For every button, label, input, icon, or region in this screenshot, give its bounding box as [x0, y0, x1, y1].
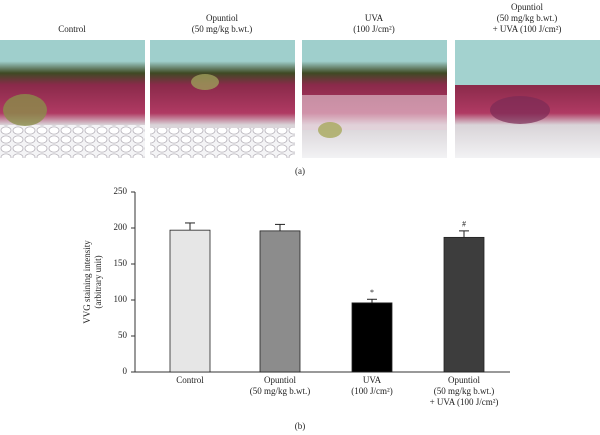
x-tick-label: Opuntiol — [264, 375, 297, 385]
x-tick-label: UVA — [363, 375, 382, 385]
panel-title: + UVA (100 J/cm²) — [493, 24, 562, 34]
y-tick-label: 200 — [114, 222, 128, 232]
x-tick-label: Opuntiol — [448, 375, 481, 385]
x-tick-label: (100 J/cm²) — [351, 386, 392, 396]
panel-title: (50 mg/kg b.wt.) — [497, 13, 558, 23]
panel-title: Opuntiol — [206, 13, 239, 23]
x-tick-label: (50 mg/kg b.wt.) — [250, 386, 311, 396]
micrograph — [302, 40, 447, 158]
x-tick-label: Control — [176, 375, 204, 385]
bar — [259, 230, 301, 373]
micrograph-panels — [0, 40, 600, 158]
panel-title: UVA — [365, 13, 384, 23]
panel-title: (50 mg/kg b.wt.) — [192, 24, 253, 34]
micrograph — [150, 40, 295, 158]
bar — [169, 229, 211, 373]
micrograph — [0, 40, 145, 158]
y-tick-label: 100 — [114, 294, 128, 304]
y-axis-label: (arbitrary unit) — [93, 255, 103, 308]
panel-title: Opuntiol — [511, 2, 544, 12]
panel-label: (a) — [295, 166, 305, 176]
y-axis-label: VVG staining intensity — [82, 240, 92, 324]
panel-title: (100 J/cm²) — [353, 24, 394, 34]
y-tick-label: 0 — [123, 366, 128, 376]
bar — [443, 236, 485, 373]
significance-marker: # — [462, 220, 466, 229]
y-tick-label: 50 — [118, 330, 128, 340]
y-tick-label: 150 — [114, 258, 128, 268]
significance-marker: * — [370, 288, 374, 297]
micrograph — [455, 40, 600, 158]
x-tick-label: + UVA (100 J/cm²) — [430, 397, 499, 407]
y-tick-label: 250 — [114, 186, 128, 196]
x-tick-label: (50 mg/kg b.wt.) — [434, 386, 495, 396]
panel-label: (b) — [295, 421, 306, 431]
panel-title: Control — [58, 24, 86, 34]
bar — [351, 302, 393, 373]
